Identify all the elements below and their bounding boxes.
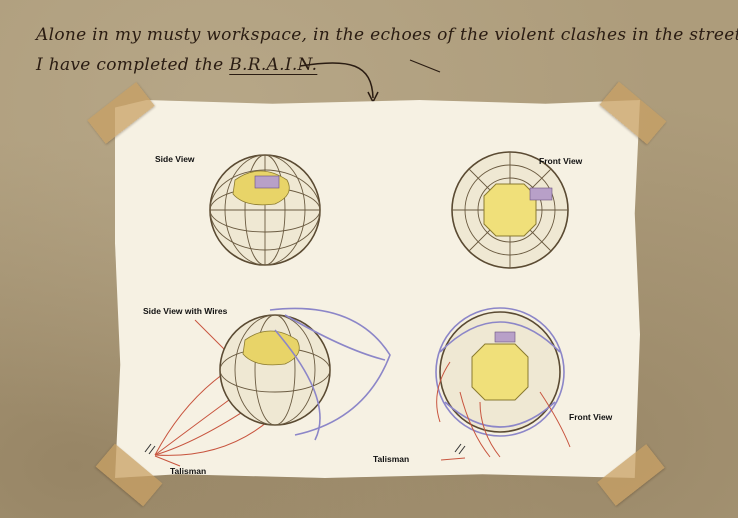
front-view-wires-label: Front View	[569, 412, 613, 422]
talisman-right-label: Talisman	[373, 454, 410, 464]
talisman-right-icon	[440, 443, 466, 461]
front-view-wires-icon	[435, 307, 571, 458]
talisman-left-icon	[144, 443, 181, 467]
brain-emphasis: B.R.A.I.N.	[229, 55, 318, 75]
side-view-sphere-icon	[209, 154, 321, 266]
side-view-label: Side View	[155, 154, 195, 164]
brain-device-drawings	[144, 151, 571, 467]
talisman-left-label: Talisman	[170, 466, 207, 476]
blueprint-sheet[interactable]: Side View Front View Side View with Wire…	[115, 100, 640, 478]
narration-line-2-prefix: I have completed the	[36, 55, 230, 75]
side-view-wires-label: Side View with Wires	[143, 306, 228, 316]
side-view-wires-icon	[154, 307, 391, 456]
front-view-sphere-icon	[451, 151, 569, 269]
narration-line-1: Alone in my musty workspace, in the echo…	[36, 25, 738, 45]
front-view-label: Front View	[539, 156, 583, 166]
narration-line-2: I have completed the B.R.A.I.N.	[36, 50, 696, 80]
narration-text: Alone in my musty workspace, in the echo…	[36, 20, 738, 80]
